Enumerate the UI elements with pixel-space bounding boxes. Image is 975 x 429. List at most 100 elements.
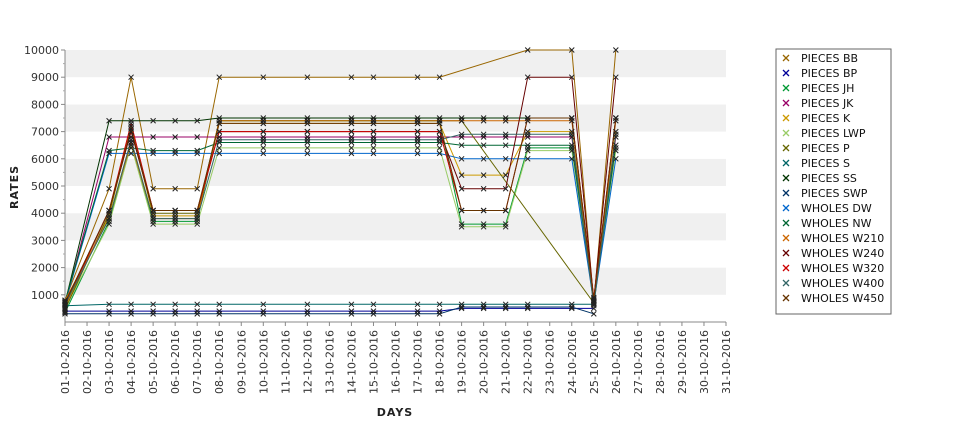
data-point-marker <box>128 136 134 143</box>
data-point-marker <box>480 131 487 138</box>
x-tick-label: 27-10-2016 <box>632 330 645 394</box>
series-markers <box>62 47 619 317</box>
x-tick-label: 11-10-2016 <box>279 330 292 394</box>
data-point-marker <box>502 207 509 214</box>
x-tick-label: 29-10-2016 <box>676 330 689 394</box>
x-tick-label: 31-10-2016 <box>720 330 733 394</box>
x-tick-label: 24-10-2016 <box>566 330 579 394</box>
data-point-marker <box>502 155 509 162</box>
data-point-marker <box>62 300 68 306</box>
data-point-marker <box>106 207 112 214</box>
data-point-marker <box>480 155 487 162</box>
x-tick-label: 21-10-2016 <box>500 330 513 394</box>
data-point-marker <box>194 134 201 140</box>
data-point-marker <box>370 310 377 317</box>
y-tick-label: 8000 <box>31 98 59 111</box>
data-point-marker <box>414 310 421 317</box>
data-point-marker <box>62 301 68 308</box>
grid-band <box>65 240 726 268</box>
legend-marker <box>782 279 790 287</box>
legend-entry: WHOLES W240 <box>801 247 884 260</box>
data-point-marker <box>304 310 311 317</box>
data-point-marker <box>436 150 443 157</box>
grid-band <box>65 294 726 322</box>
x-tick-label: 28-10-2016 <box>654 330 667 394</box>
y-tick-label: 9000 <box>31 71 59 84</box>
legend-entry: PIECES LWP <box>801 127 866 140</box>
data-point-marker <box>150 185 156 192</box>
grid-bands <box>65 50 726 322</box>
data-point-marker <box>216 136 223 143</box>
data-point-marker <box>194 310 201 317</box>
data-point-marker <box>612 47 619 53</box>
data-point-marker <box>128 74 134 81</box>
data-point-marker <box>128 301 134 308</box>
series-line <box>64 117 617 304</box>
grid-band <box>65 158 726 186</box>
data-point-marker <box>348 136 355 143</box>
data-point-marker <box>150 207 156 214</box>
data-point-marker <box>568 74 575 81</box>
data-point-marker <box>370 128 377 135</box>
data-point-marker <box>194 117 201 124</box>
data-point-marker <box>194 301 201 308</box>
data-point-marker <box>524 47 531 53</box>
data-point-marker <box>106 117 112 124</box>
data-point-marker <box>414 145 421 151</box>
data-point-marker <box>524 304 531 310</box>
data-point-marker <box>106 221 112 227</box>
data-point-marker <box>590 296 597 302</box>
legend-marker <box>782 144 790 152</box>
data-point-marker <box>304 301 311 308</box>
data-point-marker <box>172 221 179 227</box>
data-point-marker <box>194 185 201 192</box>
grid-band <box>65 50 726 78</box>
legend-entry: WHOLES W400 <box>801 277 884 290</box>
data-point-marker <box>414 301 421 308</box>
data-point-marker <box>304 145 311 151</box>
data-point-marker <box>216 120 223 127</box>
data-point-marker <box>414 150 421 157</box>
legend-marker <box>782 99 790 107</box>
data-point-marker <box>480 207 487 214</box>
x-tick-label: 15-10-2016 <box>367 330 380 394</box>
data-point-marker <box>150 147 156 154</box>
data-point-marker <box>260 74 267 81</box>
data-point-marker <box>502 117 509 124</box>
data-point-marker <box>502 131 509 138</box>
data-point-marker <box>260 120 267 127</box>
data-point-marker <box>150 134 156 140</box>
data-point-marker <box>480 304 487 310</box>
legend-marker <box>782 84 790 92</box>
x-tick-label: 14-10-2016 <box>345 330 358 394</box>
data-point-marker <box>348 74 355 81</box>
x-tick-label: 30-10-2016 <box>698 330 711 394</box>
grid-band <box>65 186 726 214</box>
series-line <box>64 142 617 302</box>
data-point-marker <box>172 117 179 124</box>
data-point-marker <box>150 221 156 227</box>
data-point-marker <box>172 207 179 214</box>
data-point-marker <box>436 74 443 81</box>
data-point-marker <box>568 142 575 149</box>
data-point-marker <box>612 115 619 121</box>
x-tick-label: 12-10-2016 <box>301 330 314 394</box>
data-point-marker <box>458 172 465 178</box>
series-line <box>64 143 617 309</box>
legend-entry: PIECES JK <box>801 97 854 110</box>
data-point-marker <box>480 117 487 124</box>
x-tick-label: 20-10-2016 <box>478 330 491 394</box>
legend-entry: WHOLES W320 <box>801 262 884 275</box>
y-tick-label: 7000 <box>31 126 59 139</box>
data-point-marker <box>612 131 619 138</box>
x-tick-label: 13-10-2016 <box>323 330 336 394</box>
data-point-marker <box>568 147 575 154</box>
legend-entry: PIECES BB <box>801 52 858 65</box>
data-point-marker <box>62 306 68 313</box>
data-point-marker <box>524 155 531 162</box>
data-point-marker <box>612 142 619 149</box>
data-point-marker <box>568 155 575 162</box>
data-point-marker <box>436 310 443 317</box>
data-point-marker <box>172 301 179 308</box>
data-point-marker <box>150 301 156 308</box>
